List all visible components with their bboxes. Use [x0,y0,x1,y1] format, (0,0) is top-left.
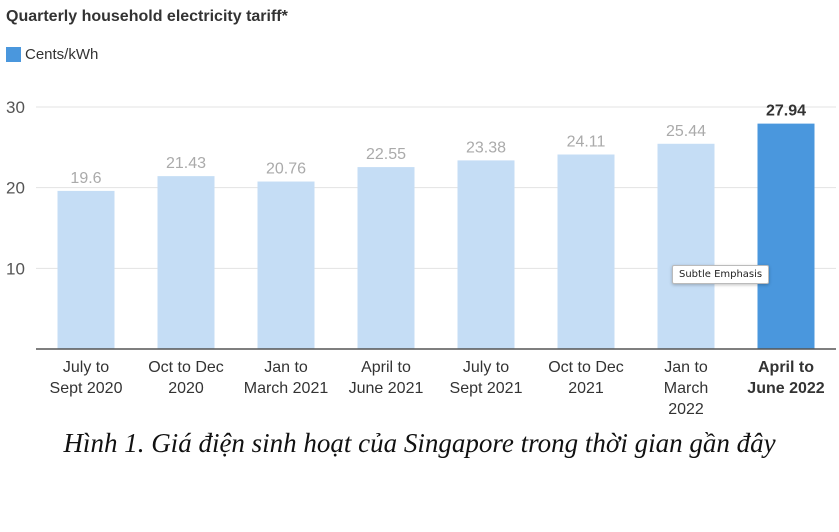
x-tick-label: Sept 2020 [50,380,123,397]
bar [757,123,815,349]
x-tick-label: 2021 [568,380,604,397]
bar [557,154,615,349]
legend-label: Cents/kWh [25,46,99,63]
x-tick-label: Jan to [664,359,708,376]
x-tick-label: April to [361,359,411,376]
bar [157,176,215,349]
y-tick-label: 30 [6,98,25,117]
x-tick-label: April to [758,359,814,376]
x-tick-label: Oct to Dec [148,359,224,376]
bar-chart: 10 20 30 19.6 July to Sept 2020 21.43 Oct to De… [6,98,836,418]
x-tick-label: March 2021 [244,380,329,397]
legend-swatch [6,47,21,62]
tooltip: Subtle Emphasis [672,265,770,284]
x-tick-label: July to [463,359,509,376]
data-label: 24.11 [567,134,606,151]
legend: Cents/kWh [6,46,98,63]
data-label: 20.76 [266,161,306,178]
data-label: 22.55 [366,146,406,163]
x-tick-label: Jan to [264,359,308,376]
x-tick-label: March [664,380,708,397]
y-tick-label: 10 [6,259,25,278]
x-tick-label: Sept 2021 [450,380,523,397]
x-tick-label: July to [63,359,109,376]
x-tick-label: June 2021 [349,380,424,397]
data-label: 25.44 [666,123,706,140]
y-tick-label: 20 [6,179,25,198]
data-label: 21.43 [166,155,206,172]
x-tick-label: 2022 [668,401,704,418]
bar [57,190,115,349]
bar [257,181,315,349]
bar [657,143,715,349]
data-label: 23.38 [466,139,506,156]
data-label: 19.6 [70,170,101,187]
x-tick-label: 2020 [168,380,204,397]
x-tick-label: June 2022 [747,380,824,397]
bar [357,167,415,349]
x-tick-label: Oct to Dec [548,359,624,376]
figure-caption: Hình 1. Giá điện sinh hoạt của Singapore… [63,428,776,458]
chart-title: Quarterly household electricity tariff* [6,8,288,25]
bar [457,160,515,349]
data-label: 27.94 [766,103,806,120]
